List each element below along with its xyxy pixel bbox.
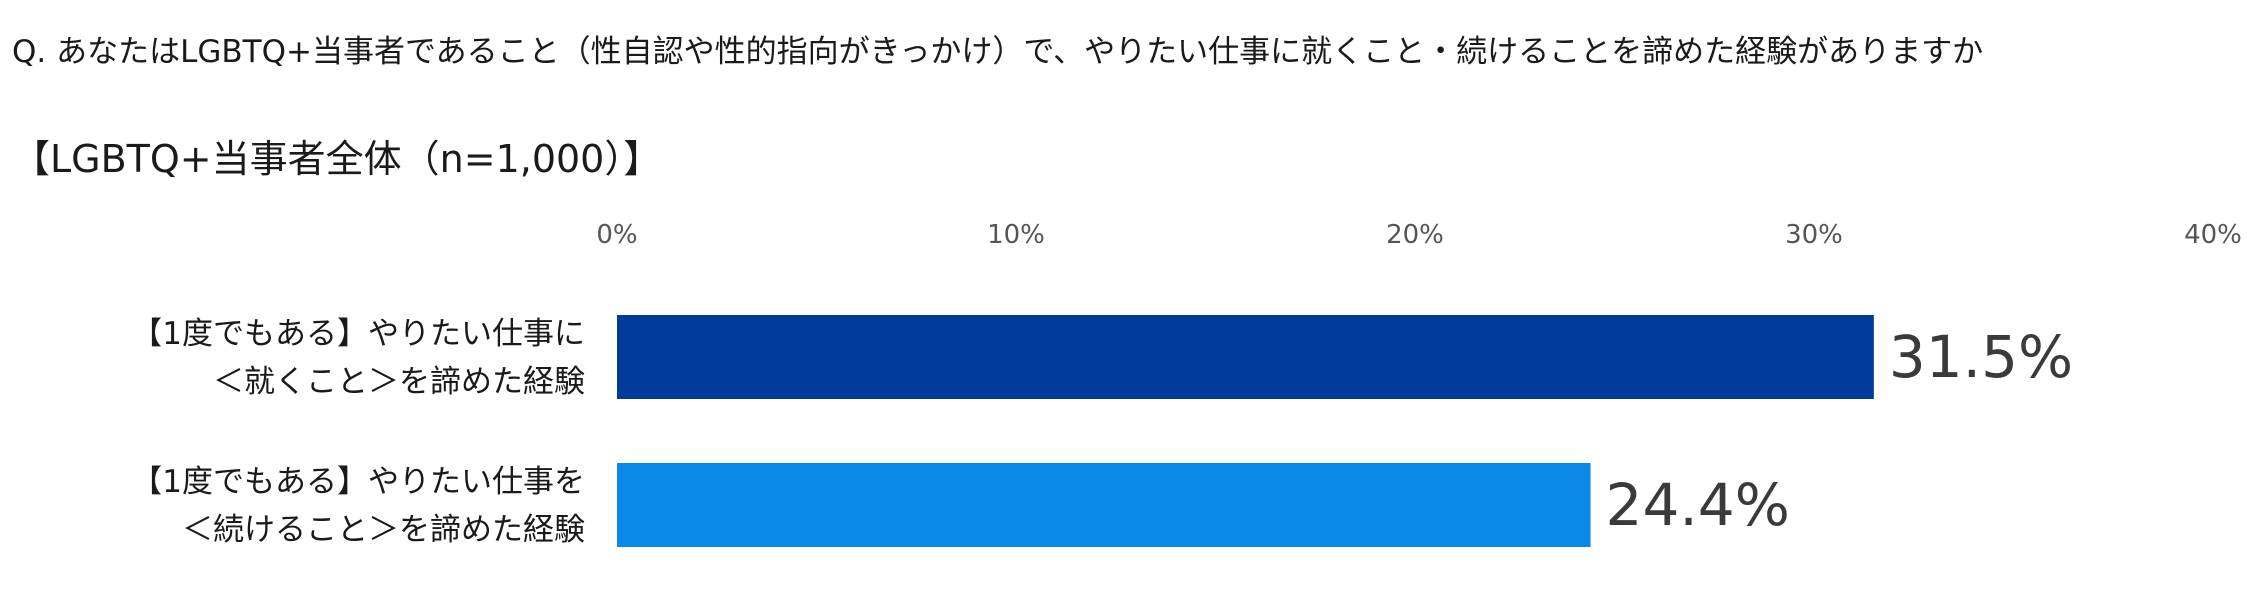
bar-1 bbox=[617, 315, 1874, 399]
x-tick-label: 10% bbox=[987, 220, 1045, 250]
category-label: ＜就くこと＞を諦めた経験 bbox=[213, 364, 585, 400]
category-label: 【1度でもある】やりたい仕事を bbox=[131, 464, 585, 500]
bars bbox=[617, 315, 1874, 547]
value-labels: 31.5% 24.4% bbox=[1606, 323, 2074, 539]
bar-2 bbox=[617, 463, 1591, 547]
x-axis-ticks: 0% 10% 20% 30% 40% bbox=[596, 220, 2242, 250]
value-label: 24.4% bbox=[1606, 471, 1790, 539]
value-label: 31.5% bbox=[1889, 323, 2073, 391]
category-labels: 【1度でもある】やりたい仕事に ＜就くこと＞を諦めた経験【1度でもある】やりたい仕… bbox=[131, 316, 585, 548]
chart-title: 【LGBTQ+当事者全体（n=1,000）】 bbox=[12, 137, 662, 181]
question-text: Q. あなたはLGBTQ+当事者であること（性自認や性的指向がきっかけ）で、やり… bbox=[12, 34, 1984, 70]
x-tick-label: 40% bbox=[2184, 220, 2242, 250]
x-tick-label: 20% bbox=[1386, 220, 1444, 250]
x-tick-label: 0% bbox=[596, 220, 637, 250]
x-tick-label: 30% bbox=[1785, 220, 1843, 250]
category-label: 【1度でもある】やりたい仕事に bbox=[131, 316, 585, 352]
category-label: ＜続けること＞を諦めた経験 bbox=[182, 512, 585, 548]
